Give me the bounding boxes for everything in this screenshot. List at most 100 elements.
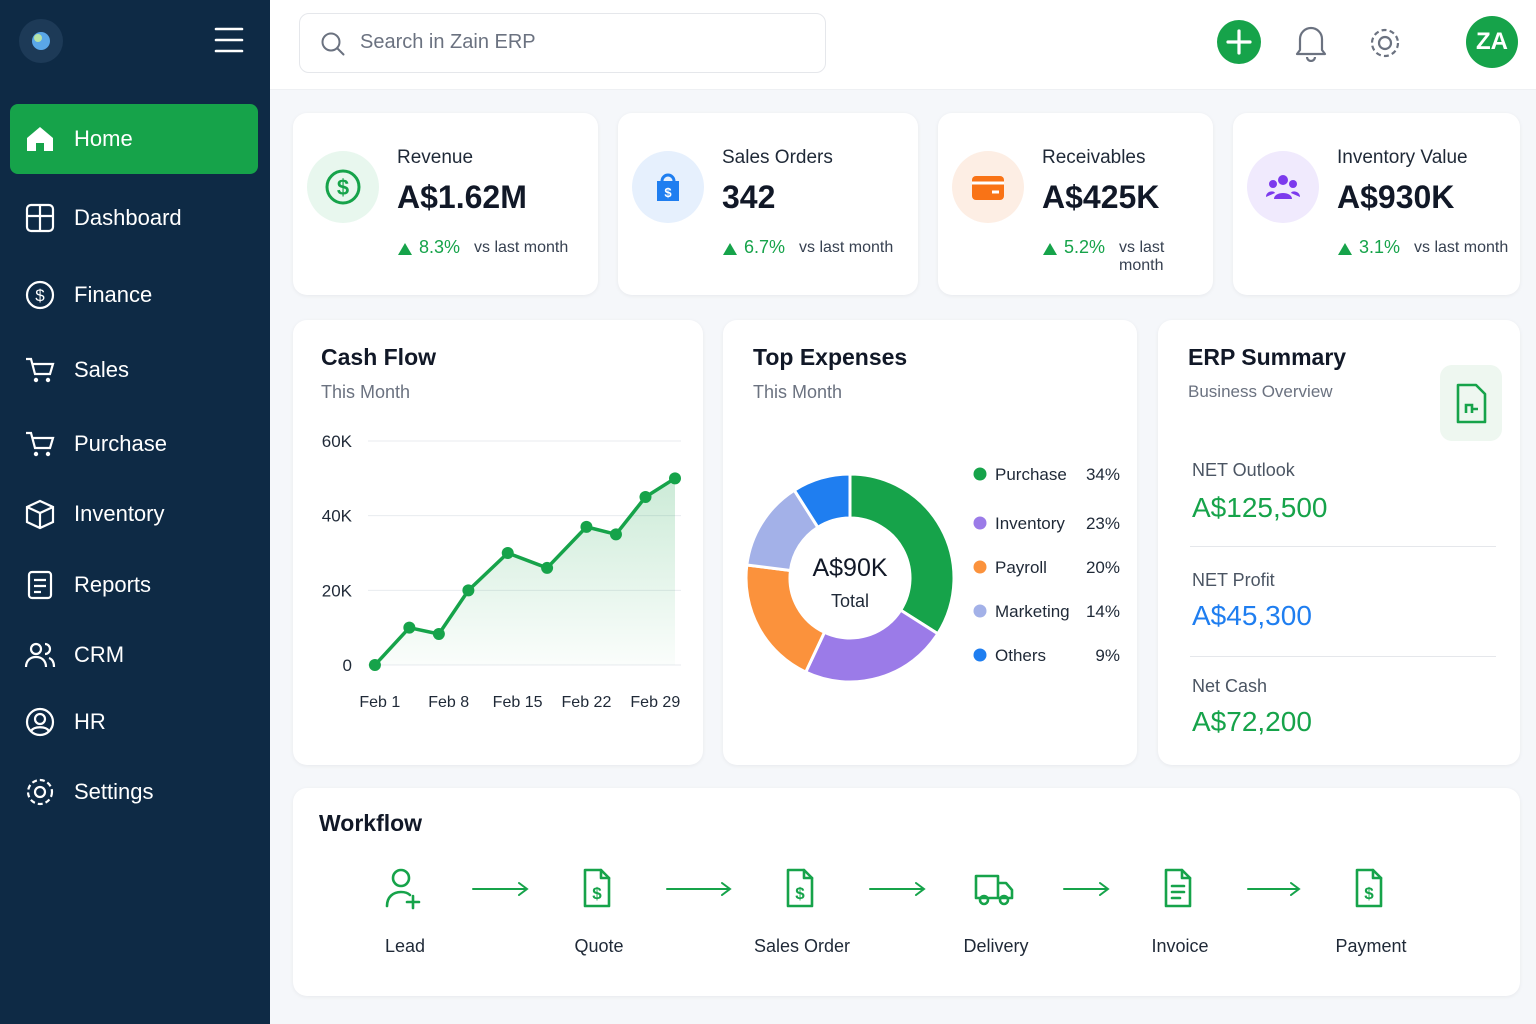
icon-shape: $ [592, 884, 602, 903]
kpi-icon [1266, 175, 1300, 199]
icon-shape [1266, 191, 1300, 199]
icon-shape: $ [664, 185, 672, 200]
line-chart: 0 20K 40K 60K Feb 1 Feb 8 Feb 15 Feb 22 Feb 29 [322, 432, 681, 711]
legend-swatch [973, 560, 987, 574]
x-tick-label: Feb 8 [428, 694, 469, 711]
notifications[interactable] [1294, 22, 1328, 62]
kpi-card: $ Revenue A$1.62M 8.3% vs last month [293, 113, 598, 295]
menu-item[interactable]: CRM [10, 624, 258, 686]
icon-shape [1278, 175, 1288, 185]
step-icon [385, 868, 421, 910]
menu-item[interactable]: Dashboard [10, 187, 258, 249]
step-icon [974, 874, 1014, 906]
step-arrow [472, 882, 529, 896]
separator [1190, 656, 1496, 657]
menu-item[interactable]: HR [10, 691, 258, 753]
icon-shape [723, 243, 737, 255]
menu-item[interactable]: Sales [10, 339, 258, 401]
icon-shape [25, 280, 55, 310]
menu-item[interactable]: $ Finance [10, 264, 258, 326]
step-icon: $ [583, 868, 611, 908]
value-label: 9% [1095, 646, 1120, 665]
point [669, 472, 681, 485]
icon-shape [472, 882, 529, 896]
icon-shape [1170, 868, 1192, 900]
step-icon [1164, 868, 1192, 908]
icon-shape: $ [35, 286, 45, 305]
y-tick-label: 20K [322, 581, 353, 600]
icon-shape [802, 868, 814, 880]
icon-shape [660, 173, 676, 182]
avatar[interactable]: ZA [1466, 16, 1518, 68]
menu-label: Reports [74, 572, 152, 597]
y-tick-label: 60K [322, 432, 353, 451]
kpi-change: 6.7% [744, 237, 786, 257]
menu-item[interactable]: Settings [10, 761, 258, 823]
menu-item[interactable]: Reports [10, 554, 258, 616]
icon-shape [33, 377, 39, 383]
legend-label: Purchase [995, 465, 1067, 484]
icon-shape [1043, 243, 1057, 255]
step-label: Payment [1335, 936, 1407, 956]
step-arrow [666, 882, 732, 896]
summary-label: NET Profit [1192, 570, 1275, 590]
menu-icon [25, 707, 55, 737]
icon-shape [385, 890, 421, 910]
top-expenses-card: Top Expenses This Month A$90K Total Purcha… [723, 320, 1137, 765]
trend-up-icon [398, 243, 412, 255]
icon-shape [45, 377, 51, 383]
icon-shape [657, 181, 679, 201]
icon-shape [24, 642, 56, 668]
search-placeholder: Search in Zain ERP [360, 31, 536, 53]
value-label: 14% [1086, 602, 1120, 621]
icon-shape [978, 894, 990, 906]
icon-shape [398, 243, 412, 255]
icon-shape [33, 451, 39, 457]
icon-shape [1164, 868, 1192, 908]
card-subtitle: This Month [753, 382, 843, 402]
icon-shape [26, 778, 54, 806]
kpi-card: Inventory Value A$930K 3.1% vs last month [1233, 113, 1520, 295]
search-box[interactable]: Search in Zain ERP [299, 13, 826, 73]
add-button[interactable] [1216, 19, 1262, 65]
menu-label: CRM [74, 642, 125, 667]
menu-toggle[interactable] [214, 26, 244, 54]
step-label: Quote [574, 936, 624, 956]
summary-value: A$125,500 [1192, 492, 1328, 523]
kpi-value: A$1.62M [397, 179, 527, 215]
icon-shape [45, 451, 51, 457]
point [432, 628, 445, 641]
card-subtitle: Business Overview [1188, 382, 1333, 401]
point [609, 528, 622, 541]
point [541, 561, 554, 574]
icon-shape [26, 357, 55, 376]
card-title: Top Expenses [753, 344, 908, 370]
icon-shape [1063, 882, 1110, 896]
icon-shape [599, 868, 611, 880]
point [639, 491, 652, 503]
menu-item[interactable]: Inventory [10, 483, 258, 545]
kpi-change: 8.3% [419, 237, 461, 257]
menu-icon [25, 499, 55, 530]
erp-summary-card: ERP Summary Business Overview NET Outloo… [1158, 320, 1520, 765]
icon-shape [1355, 868, 1383, 908]
menu-icon [26, 778, 54, 806]
y-tick-label: 0 [343, 656, 352, 675]
card-title: Cash Flow [321, 344, 437, 370]
value-label: 34% [1086, 465, 1120, 484]
legend-swatch [973, 467, 987, 481]
value-label: 20% [1086, 558, 1120, 577]
legend-label: Payroll [995, 558, 1047, 577]
settings-button[interactable] [1366, 24, 1404, 62]
menu-item[interactable]: Home [10, 104, 258, 174]
summary-label: Net Cash [1192, 676, 1268, 696]
kpi-card: $ Sales Orders 342 6.7% vs last month [618, 113, 918, 295]
icon-shape [786, 868, 814, 908]
summary-value: A$45,300 [1192, 600, 1312, 631]
icon-shape [27, 205, 53, 231]
menu-label: Home [74, 126, 133, 151]
separator [1190, 546, 1496, 547]
menu-item[interactable]: Purchase [10, 413, 258, 475]
menu-label: Dashboard [74, 205, 182, 230]
